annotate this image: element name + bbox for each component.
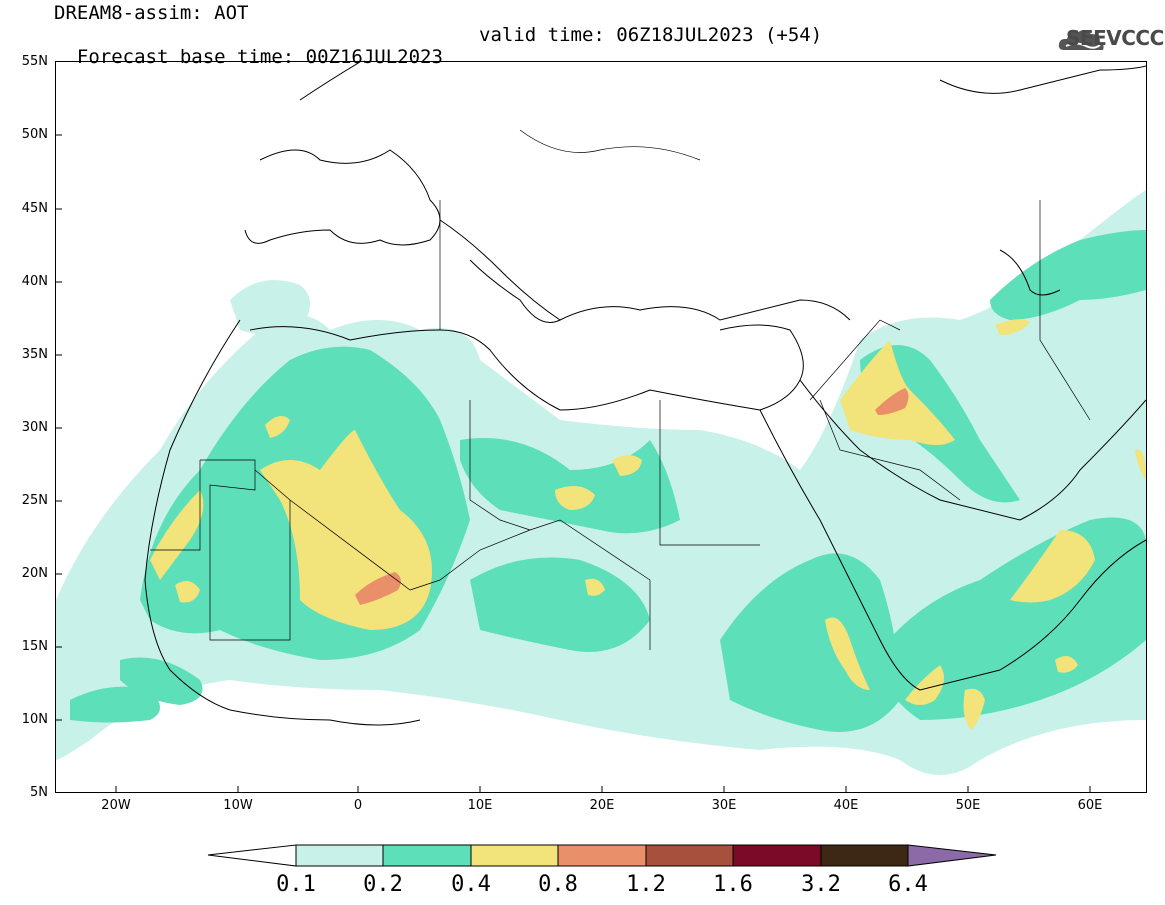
lat-label: 55N — [21, 54, 48, 69]
base-time: Forecast base time: 00Z16JUL2023 — [76, 46, 443, 68]
lat-label: 40N — [21, 274, 48, 289]
colorbar-bin-3 — [470, 844, 559, 867]
colorbar-bin-1 — [295, 844, 384, 867]
map-border — [55, 61, 1147, 793]
colorbar — [207, 844, 997, 867]
borders — [150, 129, 1091, 650]
lon-label: 60E — [1077, 798, 1103, 813]
cloud-logo-icon — [1058, 30, 1104, 50]
aot-0.8-layer — [355, 388, 909, 605]
axis-ticks — [56, 134, 1091, 792]
lon-label: 0 — [353, 798, 363, 813]
lat-label: 20N — [21, 566, 48, 581]
lat-label: 45N — [21, 201, 48, 216]
colorbar-bin-2 — [382, 844, 472, 867]
logo-text: SEEVCCC — [1066, 26, 1164, 50]
lon-label: 50E — [955, 798, 981, 813]
colorbar-bin-7 — [820, 844, 909, 867]
colorbar-label: 6.4 — [888, 872, 928, 897]
lon-label: 10W — [223, 798, 253, 813]
valid-time: valid time: 06Z18JUL2023 (+54) — [479, 24, 823, 46]
colorbar-left-arrow — [207, 844, 297, 867]
lat-label: 10N — [21, 712, 48, 727]
colorbar-label: 0.2 — [363, 872, 403, 897]
colorbar-bin-6 — [732, 844, 822, 867]
colorbar-label: 0.1 — [276, 872, 316, 897]
lat-label: 35N — [21, 347, 48, 362]
colorbar-right-arrow — [907, 844, 997, 867]
colorbar-label: 0.8 — [538, 872, 578, 897]
lon-label: 10E — [467, 798, 493, 813]
lat-label: 5N — [30, 785, 48, 800]
colorbar-label: 1.6 — [713, 872, 753, 897]
lon-label: 30E — [711, 798, 737, 813]
colorbar-bin-5 — [645, 844, 734, 867]
lon-label: 20W — [101, 798, 131, 813]
lat-label: 30N — [21, 420, 48, 435]
map-title: DREAM8-assim: AOT — [54, 2, 249, 24]
lon-label: 20E — [589, 798, 615, 813]
colorbar-label: 1.2 — [626, 872, 666, 897]
coastlines — [144, 62, 1146, 726]
lat-label: 25N — [21, 493, 48, 508]
lat-label: 15N — [21, 639, 48, 654]
colorbar-label: 3.2 — [801, 872, 841, 897]
forecast-times: Forecast base time: 00Z16JUL2023 valid t… — [54, 24, 822, 90]
lon-label: 40E — [833, 798, 859, 813]
lat-label: 50N — [21, 127, 48, 142]
colorbar-bin-4 — [557, 844, 647, 867]
colorbar-label: 0.4 — [451, 872, 491, 897]
